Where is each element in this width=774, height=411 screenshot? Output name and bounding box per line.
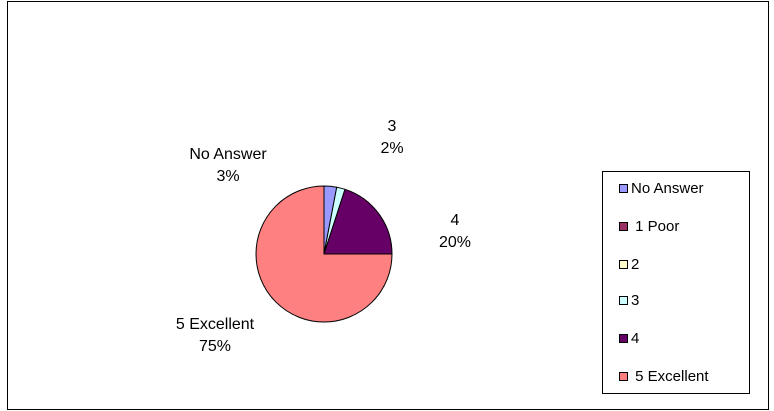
legend-swatch — [619, 371, 628, 381]
slice-label-5-excellent: 5 Excellent 75% — [175, 316, 255, 355]
pie-slice-5-excellent — [255, 185, 393, 323]
legend-item-2: 2 — [619, 254, 639, 274]
legend-label: 2 — [631, 255, 640, 273]
legend-item-4: 4 — [619, 328, 639, 348]
legend-label: 4 — [631, 329, 640, 347]
legend-swatch — [619, 221, 628, 231]
slice-label-3: 3 2% — [380, 118, 404, 157]
slice-label-no-answer: No Answer 3% — [189, 146, 267, 185]
legend-swatch — [619, 295, 628, 305]
legend-item-1-poor: 1 Poor — [619, 216, 679, 236]
pie-slice-4 — [323, 188, 393, 255]
legend-label: No Answer — [631, 179, 704, 197]
legend-item-no-answer: No Answer — [619, 178, 704, 198]
legend-label: 5 Excellent — [635, 367, 709, 385]
slice-label-4: 4 20% — [438, 212, 472, 251]
legend-swatch — [619, 183, 628, 193]
legend-item-5-excellent: 5 Excellent — [619, 366, 709, 386]
legend-swatch — [619, 333, 628, 343]
legend-swatch — [619, 259, 628, 269]
legend-label: 3 — [631, 291, 640, 309]
legend-item-3: 3 — [619, 290, 639, 310]
legend: No Answer 1 Poor 2 3 4 5 Excellent — [602, 171, 750, 394]
legend-label: 1 Poor — [635, 217, 680, 235]
